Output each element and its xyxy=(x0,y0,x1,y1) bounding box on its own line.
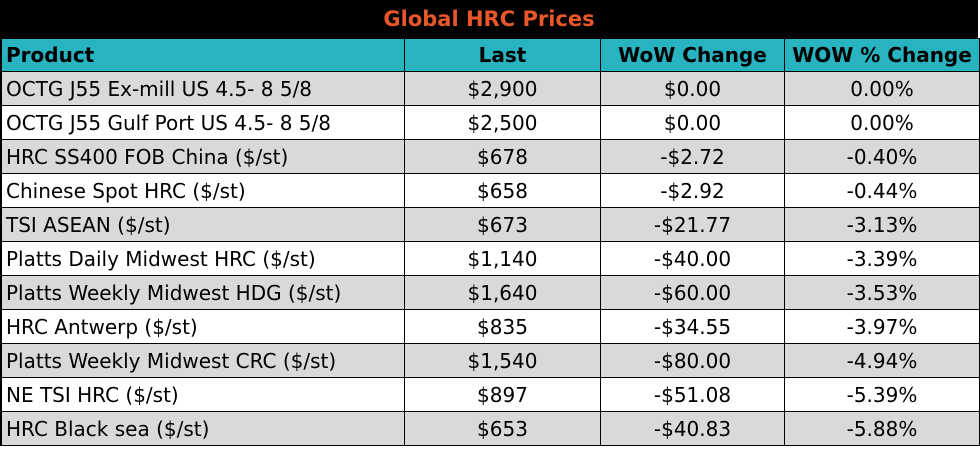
header-row: Product Last WoW Change WOW % Change xyxy=(1,38,980,72)
header-wow-pct-change: WOW % Change xyxy=(784,38,980,72)
product-cell: HRC Antwerp ($/st) xyxy=(1,309,405,344)
product-cell: NE TSI HRC ($/st) xyxy=(1,377,405,412)
last-cell: $678 xyxy=(404,139,601,174)
product-cell: Chinese Spot HRC ($/st) xyxy=(1,173,405,208)
product-cell: Platts Daily Midwest HRC ($/st) xyxy=(1,241,405,276)
table-row: Chinese Spot HRC ($/st) $658 -$2.92 -0.44% xyxy=(1,173,980,208)
wow-pct-cell: -0.44% xyxy=(784,173,980,208)
last-cell: $673 xyxy=(404,207,601,242)
product-cell: HRC Black sea ($/st) xyxy=(1,411,405,446)
last-cell: $1,140 xyxy=(404,241,601,276)
last-cell: $1,640 xyxy=(404,275,601,310)
last-cell: $835 xyxy=(404,309,601,344)
wow-pct-cell: -3.13% xyxy=(784,207,980,242)
header-wow-change: WoW Change xyxy=(600,38,785,72)
wow-change-cell: -$40.83 xyxy=(600,411,785,446)
price-table-sheet: Global HRC Prices Product Last WoW Chang… xyxy=(0,0,980,446)
wow-change-cell: -$2.72 xyxy=(600,139,785,174)
table-row: HRC Black sea ($/st) $653 -$40.83 -5.88% xyxy=(1,411,980,446)
last-cell: $1,540 xyxy=(404,343,601,378)
product-cell: OCTG J55 Ex-mill US 4.5- 8 5/8 xyxy=(1,71,405,106)
wow-change-cell: -$40.00 xyxy=(600,241,785,276)
wow-pct-cell: -3.53% xyxy=(784,275,980,310)
table-title: Global HRC Prices xyxy=(1,0,977,38)
wow-pct-cell: 0.00% xyxy=(784,71,980,106)
product-cell: HRC SS400 FOB China ($/st) xyxy=(1,139,405,174)
wow-pct-cell: -4.94% xyxy=(784,343,980,378)
wow-pct-cell: -0.40% xyxy=(784,139,980,174)
table-row: Platts Weekly Midwest CRC ($/st) $1,540 -$… xyxy=(1,343,980,378)
wow-pct-cell: -3.39% xyxy=(784,241,980,276)
last-cell: $897 xyxy=(404,377,601,412)
product-cell: Platts Weekly Midwest CRC ($/st) xyxy=(1,343,405,378)
header-last: Last xyxy=(404,38,601,72)
last-cell: $653 xyxy=(404,411,601,446)
wow-pct-cell: -5.39% xyxy=(784,377,980,412)
table-row: NE TSI HRC ($/st) $897 -$51.08 -5.39% xyxy=(1,377,980,412)
wow-change-cell: -$21.77 xyxy=(600,207,785,242)
table-row: Platts Weekly Midwest HDG ($/st) $1,640 -$… xyxy=(1,275,980,310)
wow-change-cell: $0.00 xyxy=(600,105,785,140)
last-cell: $2,900 xyxy=(404,71,601,106)
wow-change-cell: -$51.08 xyxy=(600,377,785,412)
wow-change-cell: -$2.92 xyxy=(600,173,785,208)
wow-change-cell: -$34.55 xyxy=(600,309,785,344)
table-body: OCTG J55 Ex-mill US 4.5- 8 5/8 $2,900 $0.0… xyxy=(1,71,980,446)
wow-pct-cell: -5.88% xyxy=(784,411,980,446)
last-cell: $658 xyxy=(404,173,601,208)
table-row: Platts Daily Midwest HRC ($/st) $1,140 -$4… xyxy=(1,241,980,276)
table-row: HRC SS400 FOB China ($/st) $678 -$2.72 -0.4… xyxy=(1,139,980,174)
wow-pct-cell: -3.97% xyxy=(784,309,980,344)
table-row: OCTG J55 Ex-mill US 4.5- 8 5/8 $2,900 $0.0… xyxy=(1,71,980,106)
product-cell: TSI ASEAN ($/st) xyxy=(1,207,405,242)
wow-change-cell: -$60.00 xyxy=(600,275,785,310)
product-cell: Platts Weekly Midwest HDG ($/st) xyxy=(1,275,405,310)
wow-change-cell: $0.00 xyxy=(600,71,785,106)
wow-pct-cell: 0.00% xyxy=(784,105,980,140)
table-row: OCTG J55 Gulf Port US 4.5- 8 5/8 $2,500 $0… xyxy=(1,105,980,140)
header-product: Product xyxy=(1,38,405,72)
price-table: Product Last WoW Change WOW % Change OCT… xyxy=(1,38,980,446)
table-row: TSI ASEAN ($/st) $673 -$21.77 -3.13% xyxy=(1,207,980,242)
last-cell: $2,500 xyxy=(404,105,601,140)
table-row: HRC Antwerp ($/st) $835 -$34.55 -3.97% xyxy=(1,309,980,344)
wow-change-cell: -$80.00 xyxy=(600,343,785,378)
product-cell: OCTG J55 Gulf Port US 4.5- 8 5/8 xyxy=(1,105,405,140)
